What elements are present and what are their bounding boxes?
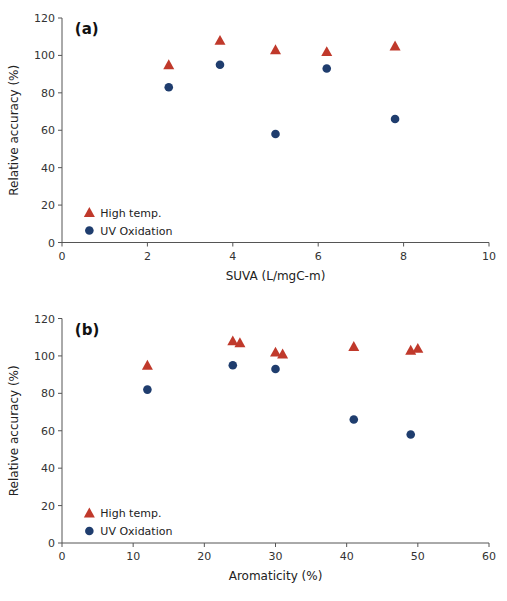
panel-title: (b) <box>75 321 99 339</box>
y-tick-label: 0 <box>48 537 55 550</box>
legend: High temp. UV Oxidation <box>84 207 173 238</box>
point <box>214 35 225 45</box>
x-tick-label: 4 <box>229 250 236 263</box>
y-tick <box>58 543 62 544</box>
point <box>322 64 331 73</box>
x-tick <box>346 543 347 547</box>
y-tick-label: 100 <box>34 49 55 62</box>
y-tick <box>58 92 62 93</box>
point <box>271 365 280 374</box>
y-tick-label: 100 <box>34 350 55 363</box>
x-tick <box>62 543 63 547</box>
x-tick <box>417 543 418 547</box>
x-axis-line <box>62 242 489 243</box>
x-tick-label: 2 <box>144 250 151 263</box>
y-tick <box>58 55 62 56</box>
y-tick-label: 60 <box>41 124 55 137</box>
x-tick-label: 8 <box>400 250 407 263</box>
x-tick <box>147 243 148 247</box>
y-tick-label: 80 <box>41 387 55 400</box>
y-tick <box>58 468 62 469</box>
panel: 0 10 20 30 40 50 60 0 20 40 60 80 100 120 Aromaticity … <box>7 313 496 584</box>
point <box>321 46 332 56</box>
x-tick-label: 6 <box>315 250 322 263</box>
y-tick <box>58 505 62 506</box>
panel-title: (a) <box>75 20 99 38</box>
legend-label: High temp. <box>100 207 161 220</box>
plot-area <box>142 335 423 438</box>
point <box>390 41 401 51</box>
y-tick-label: 0 <box>48 237 55 250</box>
legend-label: UV Oxidation <box>100 525 172 538</box>
legend-symbol <box>84 207 95 217</box>
y-tick <box>58 205 62 206</box>
point <box>349 415 358 424</box>
plot-area <box>163 35 400 138</box>
x-tick <box>318 243 319 247</box>
figure: 0246810020406080100120SUVA (L/mgC-m)Rela… <box>0 0 507 601</box>
y-tick <box>58 355 62 356</box>
y-tick-label: 20 <box>41 199 55 212</box>
x-tick <box>489 243 490 247</box>
legend-symbol <box>85 527 94 536</box>
x-tick <box>403 243 404 247</box>
y-tick <box>58 18 62 19</box>
point <box>229 361 238 370</box>
point <box>348 341 359 351</box>
y-tick <box>58 242 62 243</box>
x-tick-label: 10 <box>126 550 140 563</box>
x-tick-label: 0 <box>59 250 66 263</box>
y-axis-label: Relative accuracy (%) <box>7 65 21 196</box>
point <box>142 360 153 370</box>
x-tick <box>204 543 205 547</box>
legend-symbol <box>84 508 95 518</box>
point <box>143 385 152 394</box>
y-tick <box>58 130 62 131</box>
point <box>163 59 174 69</box>
panel: 0246810020406080100120SUVA (L/mgC-m)Rela… <box>7 12 496 283</box>
point <box>406 430 415 439</box>
x-tick-label: 10 <box>482 250 496 263</box>
y-tick-label: 120 <box>34 313 55 326</box>
point <box>271 130 280 139</box>
y-axis-label: Relative accuracy (%) <box>7 365 21 496</box>
x-tick <box>489 543 490 547</box>
legend-symbol <box>85 226 94 235</box>
point <box>234 337 245 347</box>
x-tick <box>62 243 63 247</box>
x-tick-label: 50 <box>411 550 425 563</box>
x-tick-label: 20 <box>197 550 211 563</box>
x-tick <box>232 243 233 247</box>
x-tick-label: 0 <box>59 550 66 563</box>
y-tick-label: 40 <box>41 162 55 175</box>
x-tick-label: 30 <box>269 550 283 563</box>
x-tick-label: 40 <box>340 550 354 563</box>
point <box>216 60 225 69</box>
x-tick <box>275 543 276 547</box>
point <box>391 115 400 124</box>
point <box>412 343 423 353</box>
y-tick-label: 60 <box>41 425 55 438</box>
x-axis-label: Aromaticity (%) <box>229 569 323 583</box>
point <box>277 349 288 359</box>
legend-label: UV Oxidation <box>100 225 172 238</box>
point <box>164 83 173 92</box>
y-tick <box>58 167 62 168</box>
legend: High temp. UV Oxidation <box>84 507 173 538</box>
y-tick-label: 120 <box>34 12 55 25</box>
point <box>270 44 281 54</box>
y-tick <box>58 318 62 319</box>
x-tick <box>133 543 134 547</box>
y-tick-label: 80 <box>41 87 55 100</box>
y-tick-label: 40 <box>41 462 55 475</box>
x-tick-label: 60 <box>482 550 496 563</box>
y-tick <box>58 393 62 394</box>
x-axis-label: SUVA (L/mgC-m) <box>226 269 326 283</box>
y-tick-label: 20 <box>41 500 55 513</box>
legend-label: High temp. <box>100 507 161 520</box>
y-tick <box>58 430 62 431</box>
